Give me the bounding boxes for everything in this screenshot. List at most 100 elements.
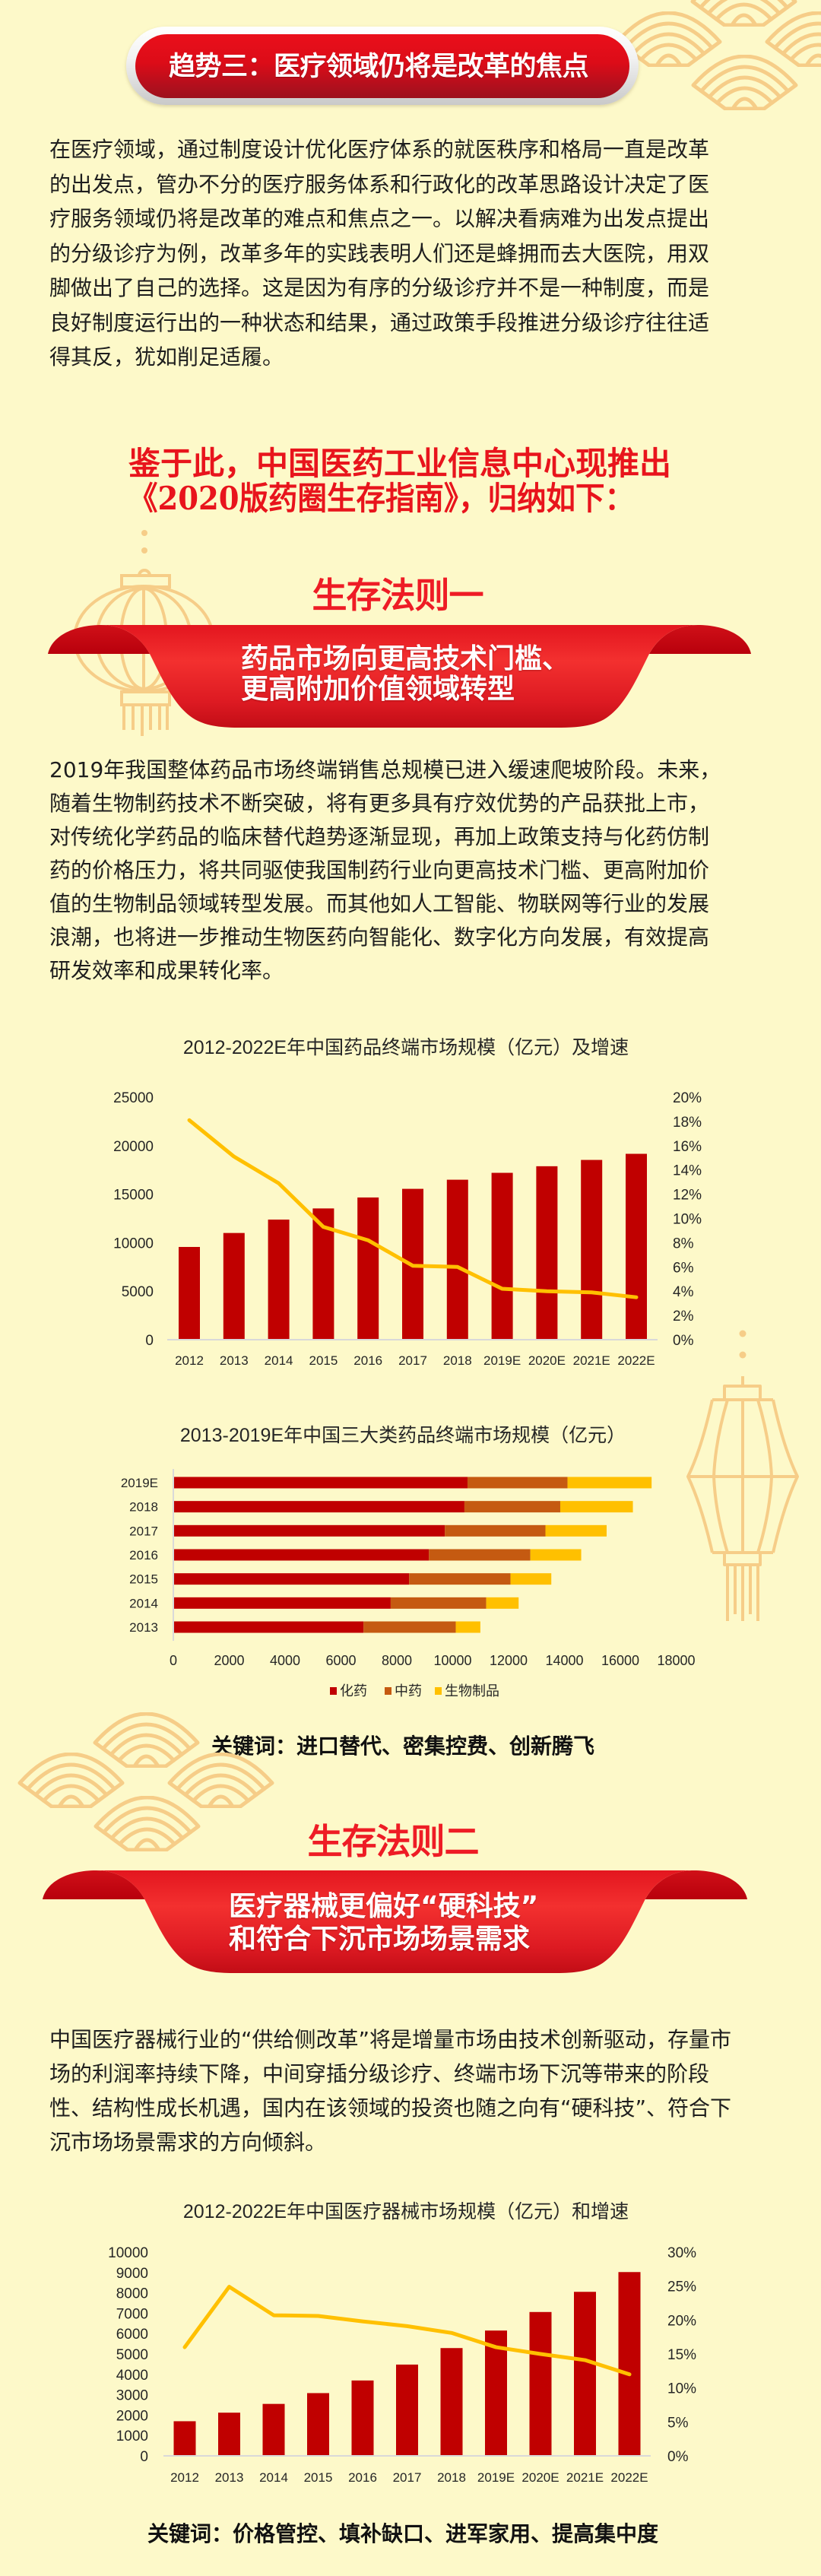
ribbon-line: 更高附加价值领域转型 xyxy=(241,674,515,705)
y-axis-tick: 2015 xyxy=(129,1572,158,1587)
y-axis-right-tick: 0% xyxy=(667,2449,689,2465)
x-axis-tick: 2018 xyxy=(443,1353,472,1368)
trend-banner-label: 趋势三：医疗领域仍将是改革的焦点 xyxy=(169,51,589,82)
bar-segment xyxy=(173,1501,464,1513)
trend-banner-inner: 趋势三：医疗领域仍将是改革的焦点 xyxy=(135,34,629,98)
y-axis-right-tick: 0% xyxy=(673,1333,694,1349)
trend-banner: 趋势三：医疗领域仍将是改革的焦点 xyxy=(126,27,639,105)
paragraph-line: 良好制度运行出的一种状态和结果，通过政策手段推进分级诊疗往往适 xyxy=(49,309,710,335)
bar-segment xyxy=(510,1573,552,1585)
legend-swatch xyxy=(385,1687,391,1695)
paragraph-line: 值的生物制品领域转型发展。而其他如人工智能、物联网等行业的发展 xyxy=(49,891,710,916)
paragraph-line: 在医疗领域，通过制度设计优化医疗体系的就医秩序和格局一直是改革 xyxy=(49,137,710,162)
x-axis-tick: 2022E xyxy=(617,1353,655,1368)
x-axis-tick: 2014 xyxy=(259,2470,288,2485)
y-axis-right-tick: 20% xyxy=(667,2313,696,2329)
bar-segment xyxy=(173,1524,445,1537)
paragraph-line: 药的价格压力，将共同驱使我国制药行业向更高技术门槛、更高附加价 xyxy=(49,858,710,883)
paragraph-line: 随着生物制药技术不断突破，将有更多具有疗效优势的产品获批上市， xyxy=(49,791,710,816)
x-axis-tick: 2013 xyxy=(220,1353,249,1368)
bar-segment xyxy=(429,1549,531,1561)
y-axis-left-tick: 5000 xyxy=(122,1284,154,1300)
bar xyxy=(357,1197,379,1340)
x-axis-tick: 2020E xyxy=(528,1353,566,1368)
y-axis-left-tick: 0 xyxy=(145,1333,154,1349)
legend-label: 化药 xyxy=(340,1683,367,1699)
rule-2-keywords: 关键词：价格管控、填补缺口、进军家用、提高集中度 xyxy=(147,2521,658,2546)
paragraph-line: 性、结构性成长机遇，国内在该领域的投资也随之向有“硬科技”、符合下 xyxy=(49,2095,732,2121)
bar xyxy=(440,2348,463,2456)
ribbon-line: 和符合下沉市场场景需求 xyxy=(229,1924,531,1955)
x-axis-tick: 2021E xyxy=(566,2470,604,2485)
y-axis-left-tick: 2000 xyxy=(116,2408,148,2424)
paragraph-line: 的分级诊疗为例，改革多年的实践表明人们还是蜂拥而去大医院，用双 xyxy=(49,240,710,266)
bar xyxy=(618,2272,641,2456)
bar xyxy=(396,2364,418,2456)
y-axis-right-tick: 2% xyxy=(673,1309,694,1324)
paragraph-line: 得其反，犹如削足适履。 xyxy=(49,344,284,370)
y-axis-left-tick: 9000 xyxy=(116,2266,148,2282)
y-axis-left-tick: 4000 xyxy=(116,2368,148,2384)
x-axis-tick: 2022E xyxy=(610,2470,648,2485)
rule-2-paragraph: 中国医疗器械行业的“供给侧改革”将是增量市场由技术创新驱动，存量市 场的利润率持… xyxy=(49,2022,743,2159)
x-axis-tick: 2013 xyxy=(215,2470,244,2485)
legend-swatch xyxy=(435,1687,442,1695)
y-axis-left-tick: 20000 xyxy=(113,1139,154,1155)
legend-label: 中药 xyxy=(395,1683,422,1699)
x-axis-tick: 2000 xyxy=(214,1653,244,1668)
x-axis-tick: 2019E xyxy=(477,2470,515,2485)
y-axis-tick: 2017 xyxy=(129,1524,158,1538)
y-axis-tick: 2019E xyxy=(121,1476,158,1490)
y-axis-right-tick: 15% xyxy=(667,2347,696,2363)
bar-segment xyxy=(486,1597,519,1609)
fan-ornament-icon xyxy=(94,1796,201,1851)
headline-line: 《2020版药圈生存指南》，归纳如下： xyxy=(128,480,634,517)
paragraph-line: 脚做出了自己的选择。这是因为有序的分级诊疗并不是一种制度，而是 xyxy=(49,275,710,300)
bar xyxy=(307,2393,329,2456)
bar xyxy=(218,2413,240,2456)
legend-item: 化药 xyxy=(330,1683,367,1699)
bar-segment xyxy=(445,1524,546,1537)
bar xyxy=(223,1232,245,1340)
x-axis-tick: 2015 xyxy=(309,1353,338,1368)
bar xyxy=(491,1172,513,1340)
y-axis-left-tick: 8000 xyxy=(116,2286,148,2302)
x-axis-tick: 2016 xyxy=(353,1353,382,1368)
paragraph-line: 2019年我国整体药品市场终端销售总规模已进入缓速爬坡阶段。未来， xyxy=(49,757,721,782)
bar-segment xyxy=(545,1524,607,1537)
bar xyxy=(485,2330,507,2456)
x-axis-tick: 2014 xyxy=(265,1353,293,1368)
x-axis-tick: 2016 xyxy=(348,2470,377,2485)
bar xyxy=(179,1247,200,1340)
intro-paragraph: 在医疗领域，通过制度设计优化医疗体系的就医秩序和格局一直是改革 的出发点，管办不… xyxy=(49,132,743,375)
y-axis-right-tick: 25% xyxy=(667,2279,696,2295)
paragraph-line: 浪潮，也将进一步推动生物医药向智能化、数字化方向发展，有效提高 xyxy=(49,925,710,950)
bar xyxy=(529,2311,552,2456)
x-axis-tick: 14000 xyxy=(545,1653,583,1668)
rule-2-ribbon-text: 医疗器械更偏好“硬科技” 和符合下沉市场场景需求 xyxy=(229,1890,538,1956)
y-axis-right-tick: 12% xyxy=(673,1188,702,1204)
paragraph-line: 对传统化学药品的临床替代趋势逐渐显现，再加上政策支持与化药仿制 xyxy=(49,824,710,849)
x-axis-tick: 2017 xyxy=(398,1353,427,1368)
bar-segment xyxy=(173,1573,410,1585)
rule-1-title: 生存法则一 xyxy=(312,575,484,616)
bar xyxy=(262,2403,285,2456)
rule-1-keywords: 关键词：进口替代、密集控费、创新腾飞 xyxy=(211,1734,594,1759)
ribbon-line: 医疗器械更偏好“硬科技” xyxy=(229,1891,539,1922)
x-axis-tick: 2019E xyxy=(483,1353,521,1368)
chart-title: 2012-2022E年中国药品终端市场规模（亿元）及增速 xyxy=(183,1037,629,1058)
chart-medical-device-market-size: 2012-2022E年中国医疗器械市场规模（亿元）和增速 0 1000 2000 300… xyxy=(108,2201,696,2485)
paragraph-line: 沉市场场景需求的方向倾斜。 xyxy=(49,2130,327,2155)
ribbon-line: 药品市场向更高技术门槛、 xyxy=(241,643,570,674)
y-axis-tick: 2016 xyxy=(129,1548,158,1562)
x-axis-tick: 10000 xyxy=(433,1653,471,1668)
bar-segment xyxy=(559,1501,633,1513)
paragraph-line: 中国医疗器械行业的“供给侧改革”将是增量市场由技术创新驱动，存量市 xyxy=(49,2027,732,2052)
bar xyxy=(173,2421,196,2456)
y-axis-right-tick: 20% xyxy=(673,1090,702,1106)
y-axis-right-tick: 6% xyxy=(673,1260,694,1276)
bar-segment xyxy=(390,1597,487,1609)
x-axis-tick: 2012 xyxy=(170,2470,199,2485)
paragraph-line: 的出发点，管办不分的医疗服务体系和行政化的改革思路设计决定了医 xyxy=(49,171,710,197)
